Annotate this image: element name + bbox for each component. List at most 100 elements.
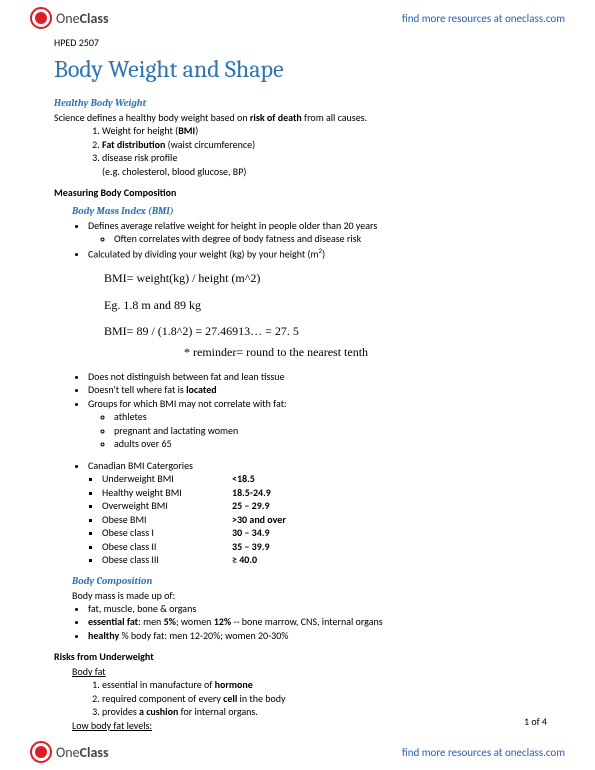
t: Weight for height ( — [102, 124, 178, 137]
formula: BMI= weight(kg) / height (m^2) — [104, 268, 541, 288]
t: Science defines a healthy body weight ba… — [54, 111, 250, 124]
list-item: Weight for height (BMI) — [102, 124, 541, 138]
formula-block: BMI= weight(kg) / height (m^2) Eg. 1.8 m… — [104, 268, 541, 362]
t: ) — [322, 247, 325, 260]
list-item: Often correlates with degree of body fat… — [114, 232, 541, 246]
cat-label: Underweight BMI — [102, 472, 232, 486]
t: from all causes. — [302, 111, 367, 124]
cat-val: >30 and over — [232, 513, 286, 527]
logo[interactable]: OneClass — [30, 7, 109, 29]
risks-list: essential in manufacture of hormone requ… — [102, 678, 541, 719]
bmi-list1a: Often correlates with degree of body fat… — [114, 232, 541, 246]
t: essential fat — [88, 615, 138, 628]
bmi-list3: Does not distinguish between fat and lea… — [88, 370, 541, 411]
t: % body fat: men 12-20%; women 20-30% — [119, 629, 288, 642]
list-item: adults over 65 — [114, 437, 541, 451]
category-item: Underweight BMI<18.5 — [102, 472, 541, 486]
t: disease risk profile — [102, 151, 177, 164]
page-number: 1 of 4 — [524, 715, 547, 728]
bmi-head: Body Mass Index (BMI) — [72, 205, 541, 217]
healthy-intro: Science defines a healthy body weight ba… — [54, 111, 541, 124]
cat-label: Overweight BMI — [102, 499, 232, 513]
list-item: Groups for which BMI may not correlate w… — [88, 397, 541, 411]
t: located — [186, 383, 217, 396]
category-item: Obese class I30 – 34.9 — [102, 526, 541, 540]
logo-text: OneClass — [56, 10, 109, 27]
bodycomp-list: fat, muscle, bone & organs essential fat… — [88, 602, 541, 643]
t: a cushion — [139, 705, 178, 718]
list-item: provides a cushion for internal organs. — [102, 705, 541, 719]
document-content: HPED 2507 Body Weight and Shape Healthy … — [0, 36, 595, 732]
t: essential in manufacture of — [102, 678, 215, 691]
category-item: Overweight BMI25 – 29.9 — [102, 499, 541, 513]
category-item: Obese class II35 – 39.9 — [102, 540, 541, 554]
formula-eg: Eg. 1.8 m and 89 kg — [104, 295, 541, 315]
t: hormone — [215, 678, 253, 691]
t: BMI= 89 / (1.8^2) = 27.46913… = 27. 5 — [104, 324, 299, 338]
list-item: athletes — [114, 410, 541, 424]
cat-val: 30 – 34.9 — [232, 526, 270, 540]
healthy-list: Weight for height (BMI) Fat distribution… — [102, 124, 541, 165]
bodyfat-sub: Body fat — [72, 665, 541, 678]
cat-label: Healthy weight BMI — [102, 486, 232, 500]
lowfat-sub: Low body fat levels: — [72, 719, 541, 732]
bmi-list1: Defines average relative weight for heig… — [88, 219, 541, 233]
t: ; women — [176, 615, 214, 628]
list-item: Calculated by dividing your weight (kg) … — [88, 246, 541, 261]
logo-class: Class — [80, 10, 109, 27]
logo-text: OneClass — [56, 744, 109, 761]
reminder: * reminder= round to the nearest tenth — [184, 342, 368, 362]
bmi-categories: Underweight BMI<18.5Healthy weight BMI18… — [102, 472, 541, 567]
t: required component of every — [102, 692, 223, 705]
page-title: Body Weight and Shape — [54, 55, 541, 83]
list-item: required component of every cell in the … — [102, 692, 541, 706]
measuring-head: Measuring Body Composition — [54, 186, 541, 199]
list-item: pregnant and lactating women — [114, 424, 541, 438]
bodycomp-head: Body Composition — [72, 575, 541, 587]
cat-label: Obese class II — [102, 540, 232, 554]
eg-text: (e.g. cholesterol, blood glucose, BP) — [102, 165, 541, 178]
section-healthy-head: Healthy Body Weight — [54, 97, 541, 109]
cat-val: 35 – 39.9 — [232, 540, 270, 554]
t: Fat distribution — [102, 138, 165, 151]
header-link[interactable]: find more resources at oneclass.com — [402, 12, 565, 25]
logo-one: One — [56, 10, 80, 27]
cat-val: ≥ 40.0 — [232, 553, 257, 567]
logo-class: Class — [80, 744, 109, 761]
t: ) — [195, 124, 198, 137]
list-item: Defines average relative weight for heig… — [88, 219, 541, 233]
t: in the body — [237, 692, 285, 705]
t: 5% — [164, 615, 176, 628]
cat-label: Obese class I — [102, 526, 232, 540]
logo-icon — [30, 7, 52, 29]
list-item: essential fat: men 5%; women 12% -- bone… — [88, 615, 541, 629]
category-item: Healthy weight BMI18.5-24.9 — [102, 486, 541, 500]
footer: OneClass find more resources at oneclass… — [0, 734, 595, 770]
list-item: Doesn't tell where fat is located — [88, 383, 541, 397]
t: -- bone marrow, CNS, internal organs — [231, 615, 383, 628]
header: OneClass find more resources at oneclass… — [0, 0, 595, 36]
category-item: Obese BMI>30 and over — [102, 513, 541, 527]
cat-val: <18.5 — [232, 472, 255, 486]
logo-one: One — [56, 744, 80, 761]
footer-link[interactable]: find more resources at oneclass.com — [402, 746, 565, 759]
list-item: Canadian BMI Catergories — [88, 459, 541, 473]
logo-icon — [30, 741, 52, 763]
cat-head-list: Canadian BMI Catergories — [88, 459, 541, 473]
t: cell — [223, 692, 237, 705]
bodycomp-intro: Body mass is made up of: — [72, 589, 541, 602]
formula-calc: BMI= 89 / (1.8^2) = 27.46913… = 27. 5 * r… — [104, 321, 541, 362]
cat-val: 25 – 29.9 — [232, 499, 270, 513]
cat-label: Obese BMI — [102, 513, 232, 527]
t: for internal organs. — [178, 705, 258, 718]
footer-logo[interactable]: OneClass — [30, 741, 109, 763]
t: BMI — [178, 124, 195, 137]
list-item: Does not distinguish between fat and lea… — [88, 370, 541, 384]
t: provides — [102, 705, 139, 718]
t: healthy — [88, 629, 119, 642]
t: risk of death — [250, 111, 302, 124]
t: Calculated by dividing your weight (kg) … — [88, 247, 319, 260]
list-item: essential in manufacture of hormone — [102, 678, 541, 692]
cat-label: Obese class III — [102, 553, 232, 567]
course-code: HPED 2507 — [54, 36, 541, 49]
